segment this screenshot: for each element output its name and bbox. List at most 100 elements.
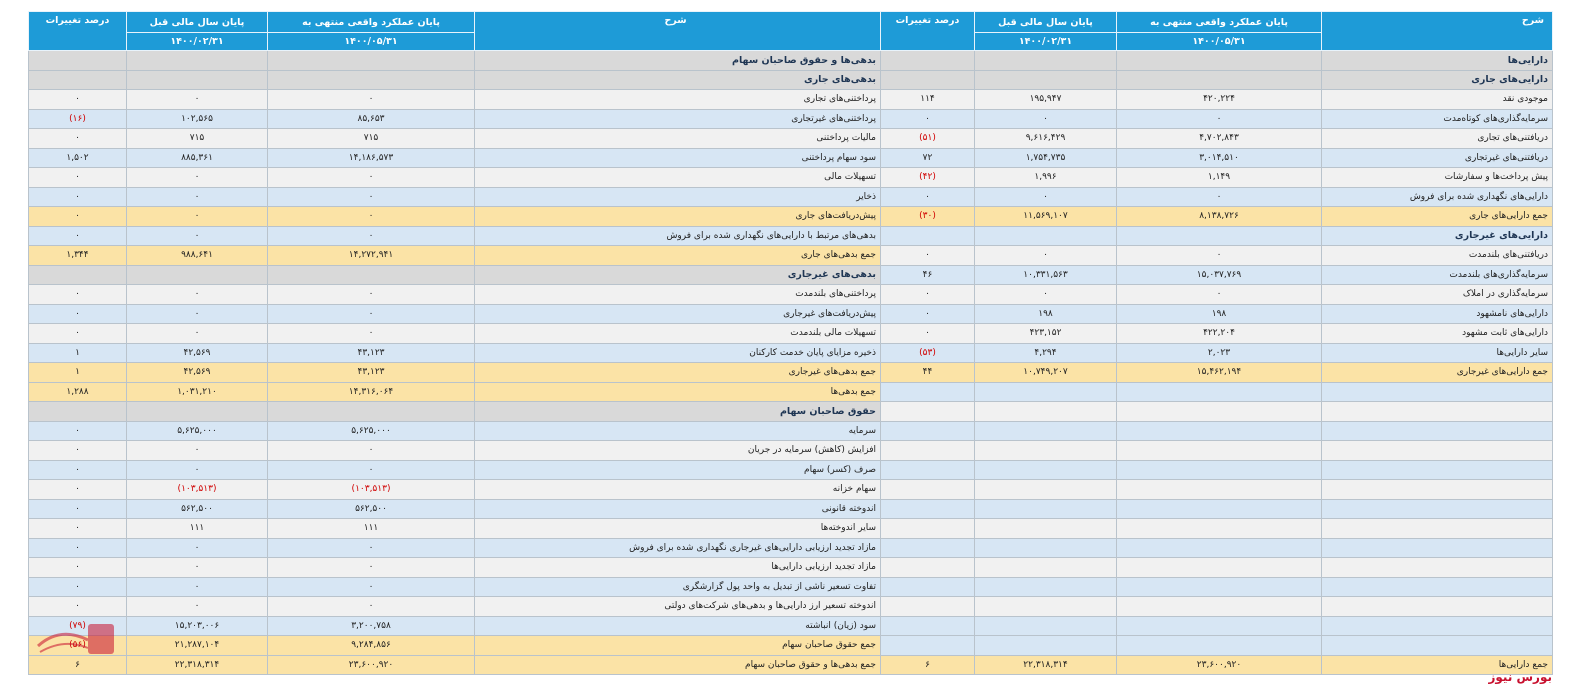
- asset-change-cell: ۰: [880, 245, 975, 266]
- asset-change-cell: [880, 225, 975, 246]
- liab-previous-cell: ۸۸۵,۳۶۱: [126, 147, 268, 168]
- asset-current-cell: [1116, 440, 1322, 461]
- liab-change-cell: ۱,۲۸۸: [28, 381, 127, 402]
- asset-change-cell: ۰: [880, 108, 975, 129]
- liab-previous-cell: ۰: [126, 89, 268, 110]
- asset-desc-cell: [1321, 479, 1553, 500]
- asset-change-cell: [880, 381, 975, 402]
- asset-previous-cell: [974, 69, 1117, 90]
- asset-previous-cell: ۱,۷۵۴,۷۳۵: [974, 147, 1117, 168]
- asset-desc-cell: دارایی‌های غیرجاری: [1321, 225, 1553, 246]
- liab-previous-cell: ۰: [126, 557, 268, 578]
- asset-current-cell: ۱۵,۰۳۷,۷۶۹: [1116, 264, 1322, 285]
- asset-current-cell: ۱,۱۴۹: [1116, 167, 1322, 188]
- liab-desc-cell: بدهی‌های مرتبط با دارایی‌های نگهداری شده…: [474, 225, 881, 246]
- liab-previous-cell: ۰: [126, 537, 268, 558]
- asset-current-cell: ۸,۱۳۸,۷۲۶: [1116, 206, 1322, 227]
- asset-previous-cell: ۱۱,۵۶۹,۱۰۷: [974, 206, 1117, 227]
- liab-current-cell: ۰: [267, 323, 475, 344]
- liab-desc-cell: سود سهام پرداختنی: [474, 147, 881, 168]
- liab-desc-cell: اندوخته تسعیر ارز دارایی‌ها و بدهی‌های ش…: [474, 596, 881, 617]
- brand-watermark: [36, 624, 114, 654]
- liab-current-cell: ۰: [267, 167, 475, 188]
- liab-desc-cell: بدهی‌های جاری: [474, 69, 881, 90]
- liab-desc-cell: پرداختنی‌های تجاری: [474, 89, 881, 110]
- liab-previous-cell: ۰: [126, 576, 268, 597]
- liab-desc-cell: بدهی‌های غیرجاری: [474, 264, 881, 285]
- asset-desc-cell: سرمایه‌گذاری‌های کوتاه‌مدت: [1321, 108, 1553, 129]
- assets-desc-header: شرح: [1321, 11, 1553, 51]
- asset-current-cell: ۰: [1116, 284, 1322, 305]
- assets-change-header: درصد تغییرات: [880, 11, 975, 51]
- asset-current-cell: ۴۲۲,۲۰۴: [1116, 323, 1322, 344]
- liab-desc-cell: سهام خزانه: [474, 479, 881, 500]
- asset-change-cell: ۰: [880, 186, 975, 207]
- asset-change-cell: (۵۳): [880, 342, 975, 363]
- asset-previous-cell: ۱,۹۹۶: [974, 167, 1117, 188]
- table-row: دریافتنی‌های بلندمدت ۰ ۰ ۰ جمع بدهی‌های جاری…: [28, 245, 1553, 266]
- asset-change-cell: (۴۲): [880, 167, 975, 188]
- asset-desc-cell: [1321, 615, 1553, 636]
- liab-desc-cell: مازاد تجدید ارزیابی دارایی‌های غیرجاری ن…: [474, 537, 881, 558]
- asset-previous-cell: [974, 479, 1117, 500]
- liab-current-cell: ۰: [267, 303, 475, 324]
- table-row: جمع بدهی‌ها ۱۴,۳۱۶,۰۶۴ ۱,۰۳۱,۲۱۰ ۱,۲۸۸: [28, 381, 1553, 402]
- asset-desc-cell: [1321, 440, 1553, 461]
- asset-change-cell: [880, 596, 975, 617]
- liab-current-cell: ۱۱۱: [267, 518, 475, 539]
- liab-previous-cell: ۰: [126, 225, 268, 246]
- asset-desc-cell: جمع دارایی‌های غیرجاری: [1321, 362, 1553, 383]
- liab-desc-cell: سرمایه: [474, 420, 881, 441]
- liab-previous-cell: ۰: [126, 167, 268, 188]
- liab-change-cell: ۰: [28, 537, 127, 558]
- asset-desc-cell: [1321, 537, 1553, 558]
- liab-desc-cell: جمع حقوق صاحبان سهام: [474, 635, 881, 656]
- asset-desc-cell: [1321, 420, 1553, 441]
- asset-desc-cell: جمع دارایی‌ها: [1321, 654, 1553, 675]
- table-row: مازاد تجدید ارزیابی دارایی‌های غیرجاری ن…: [28, 537, 1553, 558]
- liab-desc-cell: بدهی‌ها و حقوق صاحبان سهام: [474, 50, 881, 71]
- asset-previous-cell: ۱۰,۷۴۹,۲۰۷: [974, 362, 1117, 383]
- liab-current-header: پایان عملکرد واقعی منتهی به: [267, 11, 475, 33]
- asset-previous-cell: [974, 225, 1117, 246]
- liab-current-cell: ۳,۲۰۰,۷۵۸: [267, 615, 475, 636]
- asset-change-cell: [880, 635, 975, 656]
- asset-previous-cell: ۰: [974, 245, 1117, 266]
- liab-desc-cell: اندوخته قانونی: [474, 498, 881, 519]
- liab-change-cell: ۰: [28, 323, 127, 344]
- table-row: سرمایه‌گذاری‌های کوتاه‌مدت ۰ ۰ ۰ پرداختنی‌ها…: [28, 108, 1553, 129]
- liab-change-cell: ۰: [28, 128, 127, 149]
- table-row: سهام خزانه (۱۰۳,۵۱۳) (۱۰۳,۵۱۳) ۰: [28, 479, 1553, 500]
- liab-current-date: ۱۴۰۰/۰۵/۳۱: [267, 32, 475, 51]
- asset-current-cell: [1116, 518, 1322, 539]
- liab-current-cell: ۱۴,۳۱۶,۰۶۴: [267, 381, 475, 402]
- table-row: سرمایه ۵,۶۲۵,۰۰۰ ۵,۶۲۵,۰۰۰ ۰: [28, 420, 1553, 441]
- liab-previous-cell: ۴۲,۵۶۹: [126, 342, 268, 363]
- liab-previous-cell: ۰: [126, 440, 268, 461]
- table-row: اندوخته تسعیر ارز دارایی‌ها و بدهی‌های ش…: [28, 596, 1553, 617]
- liab-previous-cell: [126, 264, 268, 285]
- asset-change-cell: [880, 479, 975, 500]
- liab-desc-cell: تسهیلات مالی بلندمدت: [474, 323, 881, 344]
- asset-change-cell: [880, 498, 975, 519]
- liab-desc-cell: مازاد تجدید ارزیابی دارایی‌ها: [474, 557, 881, 578]
- liab-previous-cell: ۴۲,۵۶۹: [126, 362, 268, 383]
- asset-desc-cell: پیش پرداخت‌ها و سفارشات: [1321, 167, 1553, 188]
- asset-current-cell: [1116, 557, 1322, 578]
- liab-desc-cell: پیش‌دریافت‌های جاری: [474, 206, 881, 227]
- asset-change-cell: [880, 69, 975, 90]
- liab-change-cell: ۰: [28, 303, 127, 324]
- table-row: دارایی‌های غیرجاری بدهی‌های مرتبط با دارا…: [28, 225, 1553, 246]
- asset-previous-cell: [974, 50, 1117, 71]
- liab-previous-header: پایان سال مالی قبل: [126, 11, 268, 33]
- asset-desc-cell: دارایی‌های نگهداری شده برای فروش: [1321, 186, 1553, 207]
- asset-change-cell: ۴۶: [880, 264, 975, 285]
- liab-previous-cell: ۵,۶۲۵,۰۰۰: [126, 420, 268, 441]
- liab-change-cell: ۱,۵۰۲: [28, 147, 127, 168]
- liab-change-header: درصد تغییرات: [28, 11, 127, 51]
- liab-desc-cell: جمع بدهی‌ها و حقوق صاحبان سهام: [474, 654, 881, 675]
- asset-previous-cell: [974, 537, 1117, 558]
- asset-desc-cell: [1321, 596, 1553, 617]
- asset-current-cell: ۲,۰۲۳: [1116, 342, 1322, 363]
- asset-desc-cell: دارایی‌های جاری: [1321, 69, 1553, 90]
